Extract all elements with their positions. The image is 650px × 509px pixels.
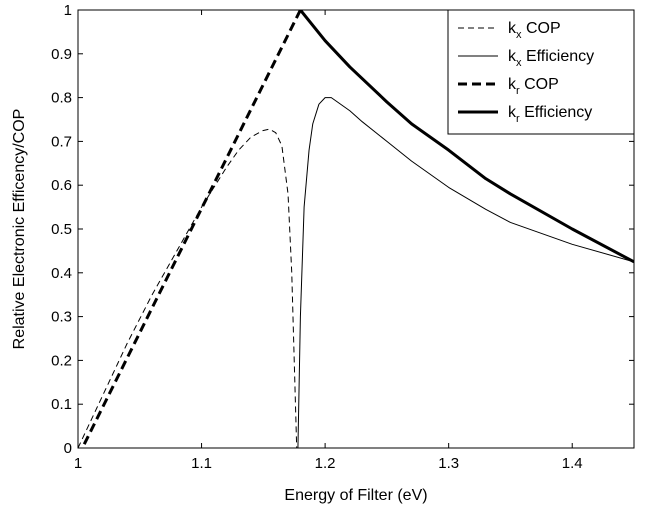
axis-ticks: 1 1.1 1.2 1.3 1.4 0 0.1 0.2 0.3 0.4 0.5 0.6 0.7 0.8 0.… <box>51 2 634 472</box>
legend-label-rest: COP <box>522 20 561 37</box>
series-line-k-x-cop <box>78 128 298 448</box>
legend-label-subscript: x <box>516 57 522 69</box>
legend-label-rest: COP <box>520 76 559 93</box>
y-tick-label: 0 <box>64 440 72 457</box>
legend-label-main: k <box>508 104 517 121</box>
y-tick-label: 0.7 <box>51 133 72 150</box>
legend-label-rest: Efficiency <box>522 48 595 65</box>
legend-label-main: k <box>508 48 517 65</box>
x-tick-label: 1.3 <box>438 455 459 472</box>
series-line-k-r-efficiency <box>299 10 634 264</box>
legend-label: kr COP <box>508 76 559 97</box>
x-axis-label: Energy of Filter (eV) <box>284 487 427 504</box>
series-layer <box>78 10 634 448</box>
legend-label: kx Efficiency <box>508 48 594 69</box>
legend-label-subscript: r <box>516 85 520 97</box>
y-tick-label: 0.5 <box>51 221 72 238</box>
legend-label-subscript: x <box>516 29 522 41</box>
y-tick-label: 0.2 <box>51 352 72 369</box>
legend-label-main: k <box>508 20 517 37</box>
y-tick-label: 0.3 <box>51 309 72 326</box>
x-tick-label: 1.1 <box>191 455 212 472</box>
legend-label: kx COP <box>508 20 561 41</box>
x-tick-label: 1.4 <box>562 455 583 472</box>
y-tick-label: 0.4 <box>51 265 72 282</box>
y-axis-label: Relative Electronic Efficency/COP <box>11 109 28 350</box>
x-tick-label: 1 <box>74 455 82 472</box>
y-tick-label: 0.9 <box>51 46 72 63</box>
y-tick-label: 1 <box>64 2 72 19</box>
legend-label: kr Efficiency <box>508 104 592 125</box>
y-tick-label: 0.6 <box>51 177 72 194</box>
legend-label-main: k <box>508 76 517 93</box>
series-line-k-x-efficiency <box>297 97 634 448</box>
y-tick-label: 0.1 <box>51 396 72 413</box>
y-tick-label: 0.8 <box>51 90 72 107</box>
x-tick-label: 1.2 <box>315 455 336 472</box>
legend-label-rest: Efficiency <box>520 104 593 121</box>
legend-label-subscript: r <box>516 113 520 125</box>
